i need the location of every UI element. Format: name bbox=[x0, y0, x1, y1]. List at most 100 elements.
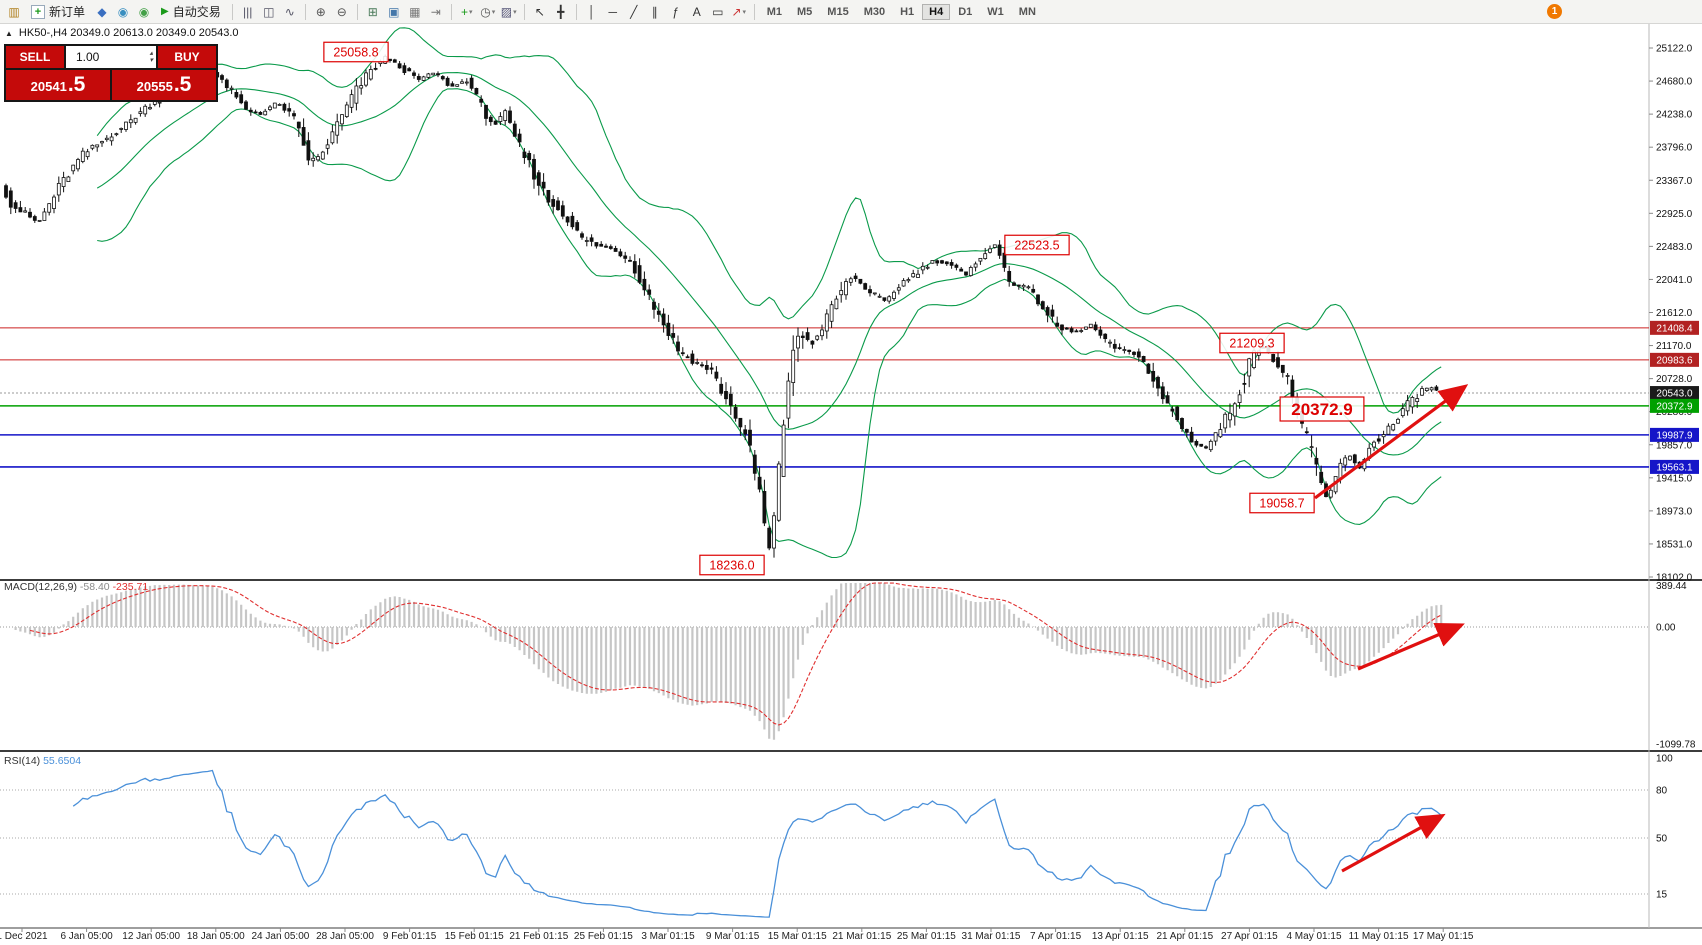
text-icon[interactable]: A bbox=[692, 4, 701, 19]
arrange-windows-icon[interactable]: ▦ bbox=[409, 4, 421, 19]
toolbar-separator bbox=[356, 3, 358, 20]
new-order-button-icon: + bbox=[31, 4, 45, 19]
toolbar-separator bbox=[523, 3, 525, 20]
vertical-line-icon[interactable]: │ bbox=[587, 4, 596, 19]
price-axis-label: 22041.0 bbox=[1656, 275, 1693, 286]
spinner-down-icon[interactable]: ▾ bbox=[149, 57, 153, 64]
timeframe-h4[interactable]: H4 bbox=[922, 3, 951, 20]
bollinger-line bbox=[96, 72, 1442, 456]
trend-arrow[interactable] bbox=[1314, 384, 1469, 500]
macd-axis: 389.44 0.00 -1099.78 bbox=[1656, 581, 1696, 750]
time-axis-label: 9 Mar 01:15 bbox=[706, 931, 760, 942]
zoom-in-icon[interactable]: ⊕ bbox=[315, 4, 326, 19]
fibonacci-icon[interactable]: ƒ bbox=[672, 4, 680, 19]
time-axis-label: 17 May 01:15 bbox=[1413, 931, 1474, 942]
trend-arrow[interactable] bbox=[1341, 813, 1446, 873]
timeframe-m5[interactable]: M5 bbox=[797, 5, 813, 18]
price-tag bbox=[1650, 352, 1699, 367]
price-tag-label: 19987.9 bbox=[1656, 430, 1693, 441]
charts-grid-icon[interactable]: ▥ bbox=[8, 4, 20, 19]
volume-spinner[interactable]: ▴ ▾ bbox=[149, 50, 153, 64]
templates-icon[interactable]: ▨▾ bbox=[500, 4, 517, 19]
bollinger-line bbox=[96, 27, 1442, 414]
price-axis-label: 19857.0 bbox=[1656, 440, 1693, 451]
time-axis: 1 Dec 2021 6 Jan 05:00 12 Jan 05:00 18 Jan … bbox=[0, 928, 1474, 942]
spinner-up-icon[interactable]: ▴ bbox=[149, 50, 153, 57]
rsi-axis-label: 15 bbox=[1656, 890, 1668, 901]
crosshair-icon[interactable]: ╋ bbox=[557, 4, 565, 19]
cascade-windows-icon[interactable]: ▣ bbox=[388, 4, 400, 19]
buy-button[interactable]: BUY bbox=[158, 46, 216, 68]
toolbar-separator bbox=[304, 3, 306, 20]
timeframe-w1[interactable]: W1 bbox=[987, 5, 1004, 18]
volume-input[interactable]: 1.00 ▴ ▾ bbox=[66, 46, 156, 68]
timeframe-d1[interactable]: D1 bbox=[958, 5, 973, 18]
macd-indicator-label: MACD(12,26,9) -58.40 -235.71 bbox=[4, 581, 148, 593]
price-axis-label: 24238.0 bbox=[1656, 110, 1693, 121]
dropdown-caret-icon: ▾ bbox=[491, 8, 496, 16]
buy-price-main: 20555 bbox=[136, 79, 173, 94]
horizontal-line-icon[interactable]: ─ bbox=[608, 4, 617, 19]
timeframe-mn[interactable]: MN bbox=[1018, 5, 1036, 18]
tile-windows-icon[interactable]: ⊞ bbox=[367, 4, 378, 19]
candlestick-chart-icon[interactable]: ◫ bbox=[263, 4, 275, 19]
sell-price-display[interactable]: 20541 .5 bbox=[6, 70, 110, 100]
new-order-button[interactable]: + 新订单 bbox=[25, 2, 91, 22]
sell-price-main: 20541 bbox=[30, 79, 67, 94]
trend-arrows[interactable] bbox=[1314, 384, 1469, 873]
periods-icon[interactable]: ◷▾ bbox=[480, 4, 496, 19]
dropdown-caret-icon: ▾ bbox=[468, 8, 473, 16]
rsi-axis-label: 50 bbox=[1656, 834, 1668, 845]
channel-icon[interactable]: ∥ bbox=[651, 4, 658, 19]
toolbar-separator bbox=[450, 3, 452, 20]
volume-value[interactable]: 1.00 bbox=[76, 50, 100, 64]
auto-trading-button[interactable]: ▶ 自动交易 bbox=[155, 2, 227, 22]
time-axis-label: 21 Apr 01:15 bbox=[1156, 931, 1213, 942]
mql5-logo-icon[interactable]: ◆ bbox=[97, 4, 107, 19]
bar-chart-icon[interactable]: ||| bbox=[243, 4, 253, 19]
rsi-indicator-label: RSI(14) 55.6504 bbox=[4, 755, 81, 767]
arrows-tool-icon[interactable]: ↗▾ bbox=[731, 4, 747, 19]
macd-axis-label: 389.44 bbox=[1656, 581, 1687, 592]
rsi-axis-label: 80 bbox=[1656, 786, 1668, 797]
trend-arrow[interactable] bbox=[1357, 622, 1465, 671]
timeframe-h1[interactable]: H1 bbox=[900, 5, 915, 18]
timeframe-m1[interactable]: M1 bbox=[766, 5, 783, 18]
annotation-box bbox=[1004, 234, 1070, 256]
line-chart-icon[interactable]: ∿ bbox=[284, 4, 295, 19]
text-label-icon[interactable]: ▭ bbox=[712, 4, 724, 19]
price-axis-label: 22483.0 bbox=[1656, 242, 1693, 253]
sell-button[interactable]: SELL bbox=[6, 46, 64, 68]
panel-separators bbox=[0, 24, 1702, 929]
time-axis-label: 3 Mar 01:15 bbox=[641, 931, 695, 942]
price-axis-label: 24680.0 bbox=[1656, 77, 1693, 88]
price-axis-label: 18531.0 bbox=[1656, 539, 1693, 550]
price-tag-label: 20983.6 bbox=[1656, 355, 1693, 366]
time-axis-label: 31 Mar 01:15 bbox=[962, 931, 1021, 942]
zoom-out-icon[interactable]: ⊖ bbox=[336, 4, 347, 19]
cursor-icon[interactable]: ↖ bbox=[534, 4, 545, 19]
annotation-text: 21209.3 bbox=[1229, 337, 1274, 351]
timeframe-m15[interactable]: M15 bbox=[827, 5, 849, 18]
rsi-line bbox=[72, 769, 1442, 918]
macd-axis-label: -1099.78 bbox=[1656, 739, 1696, 750]
horizontal-price-lines[interactable] bbox=[0, 327, 1649, 468]
trendline-icon[interactable]: ╱ bbox=[630, 4, 638, 19]
collapse-panel-icon[interactable]: ▲ bbox=[5, 28, 13, 38]
price-axis-label: 23367.0 bbox=[1656, 176, 1693, 187]
macd-signal-line bbox=[29, 582, 1442, 726]
time-axis-label: 18 Jan 05:00 bbox=[187, 931, 245, 942]
chart-shift-icon[interactable]: ⇥ bbox=[430, 4, 441, 19]
timeframe-m30[interactable]: M30 bbox=[863, 5, 886, 18]
indicators-add-icon[interactable]: +▾ bbox=[460, 4, 473, 19]
notification-badge[interactable]: 1 bbox=[1547, 4, 1562, 19]
buy-price-display[interactable]: 20555 .5 bbox=[112, 70, 216, 100]
market-globe-icon[interactable]: ◉ bbox=[117, 4, 129, 19]
new-order-button-label: 新订单 bbox=[49, 5, 86, 19]
community-icon[interactable]: ◉ bbox=[138, 4, 150, 19]
price-annotations[interactable]: 25058.8 22523.5 21209.3 20372.9 19058.7 18236… bbox=[323, 41, 1365, 576]
annotation-box bbox=[323, 41, 389, 63]
annotation-text: 25058.8 bbox=[333, 46, 378, 60]
